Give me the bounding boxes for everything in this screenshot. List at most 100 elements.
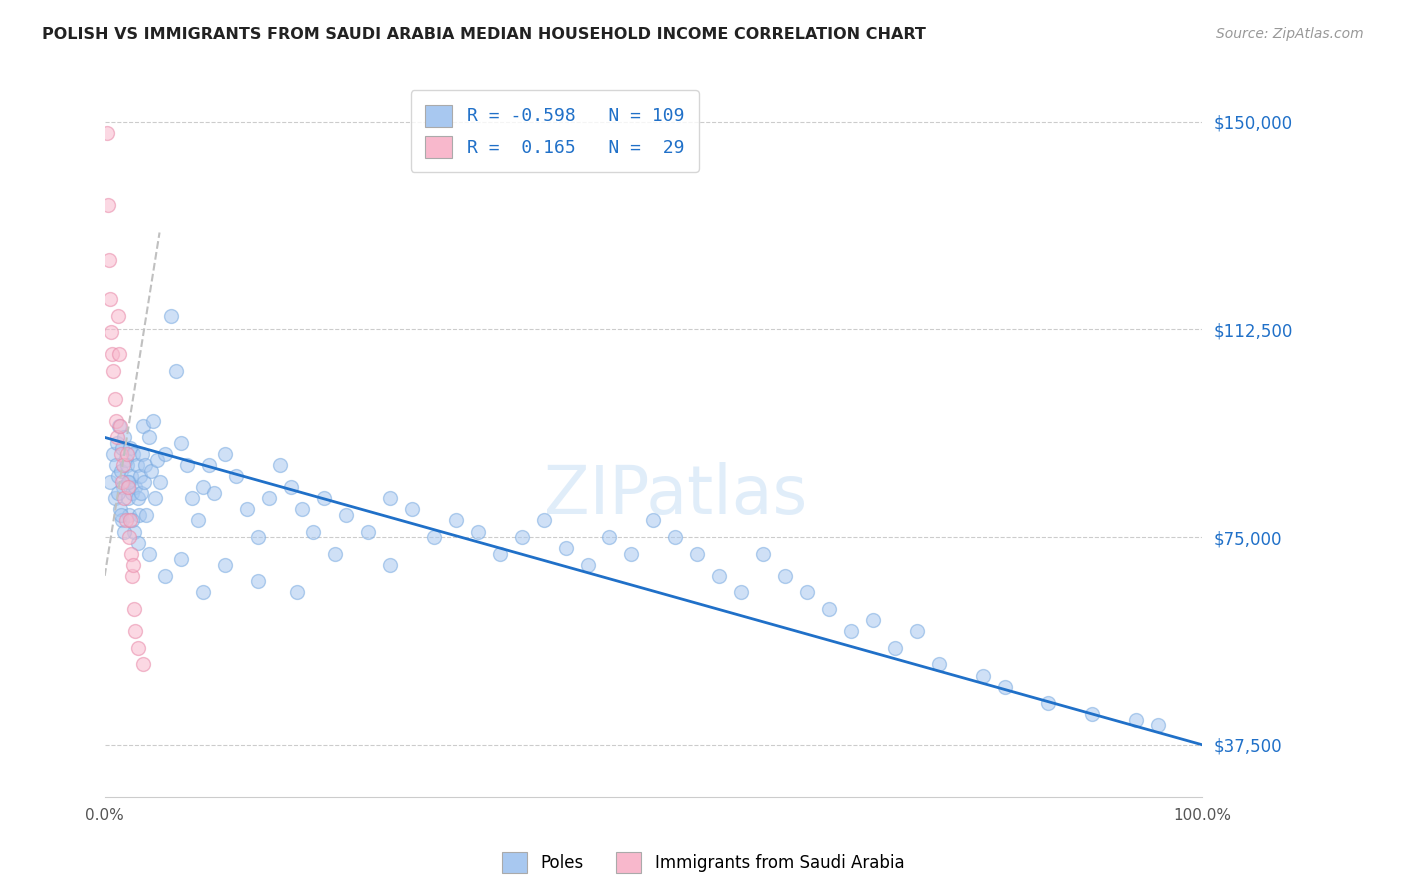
- Point: [730, 585, 752, 599]
- Point: [101, 347, 124, 361]
- Point: [108, 347, 131, 361]
- Point: [125, 458, 148, 472]
- Point: [112, 491, 135, 506]
- Point: [576, 558, 599, 572]
- Point: [193, 480, 215, 494]
- Point: [108, 502, 131, 516]
- Point: [269, 458, 291, 472]
- Point: [176, 458, 198, 472]
- Point: [752, 547, 775, 561]
- Point: [134, 458, 156, 472]
- Point: [98, 292, 121, 306]
- Point: [193, 585, 215, 599]
- Point: [247, 574, 270, 589]
- Point: [993, 680, 1015, 694]
- Point: [118, 442, 141, 456]
- Point: [247, 530, 270, 544]
- Point: [105, 430, 128, 444]
- Point: [112, 458, 135, 472]
- Point: [118, 475, 141, 489]
- Point: [280, 480, 302, 494]
- Point: [302, 524, 325, 539]
- Point: [818, 602, 841, 616]
- Point: [236, 502, 259, 516]
- Point: [127, 535, 149, 549]
- Point: [117, 491, 139, 506]
- Point: [135, 508, 157, 522]
- Point: [686, 547, 709, 561]
- Point: [285, 585, 308, 599]
- Point: [112, 524, 135, 539]
- Point: [124, 524, 146, 539]
- Point: [96, 126, 118, 140]
- Point: [115, 447, 138, 461]
- Point: [98, 253, 121, 268]
- Point: [124, 602, 146, 616]
- Point: [118, 530, 141, 544]
- Point: [121, 485, 143, 500]
- Point: [1147, 718, 1170, 732]
- Point: [110, 447, 132, 461]
- Point: [120, 469, 142, 483]
- Point: [112, 430, 135, 444]
- Point: [111, 442, 134, 456]
- Point: [108, 419, 131, 434]
- Point: [111, 513, 134, 527]
- Point: [187, 513, 209, 527]
- Point: [153, 447, 176, 461]
- Point: [972, 668, 994, 682]
- Point: [97, 198, 120, 212]
- Point: [110, 464, 132, 478]
- Point: [153, 569, 176, 583]
- Point: [118, 513, 141, 527]
- Point: [122, 447, 145, 461]
- Point: [291, 502, 314, 516]
- Point: [444, 513, 467, 527]
- Point: [98, 475, 121, 489]
- Point: [314, 491, 336, 506]
- Point: [132, 419, 155, 434]
- Point: [1125, 713, 1147, 727]
- Point: [129, 485, 152, 500]
- Point: [103, 491, 125, 506]
- Point: [146, 452, 169, 467]
- Point: [112, 480, 135, 494]
- Point: [108, 419, 131, 434]
- Point: [142, 414, 165, 428]
- Point: [115, 458, 138, 472]
- Point: [170, 552, 193, 566]
- Point: [100, 325, 122, 339]
- Point: [103, 392, 125, 406]
- Point: [138, 547, 160, 561]
- Point: [323, 547, 346, 561]
- Point: [773, 569, 796, 583]
- Point: [378, 491, 401, 506]
- Point: [1081, 707, 1104, 722]
- Text: Source: ZipAtlas.com: Source: ZipAtlas.com: [1216, 27, 1364, 41]
- Point: [104, 414, 127, 428]
- Legend: R = -0.598   N = 109, R =  0.165   N =  29: R = -0.598 N = 109, R = 0.165 N = 29: [411, 90, 699, 172]
- Point: [170, 436, 193, 450]
- Point: [225, 469, 247, 483]
- Point: [883, 640, 905, 655]
- Point: [664, 530, 686, 544]
- Point: [510, 530, 533, 544]
- Legend: Poles, Immigrants from Saudi Arabia: Poles, Immigrants from Saudi Arabia: [495, 846, 911, 880]
- Point: [401, 502, 423, 516]
- Point: [139, 464, 162, 478]
- Point: [598, 530, 620, 544]
- Point: [181, 491, 204, 506]
- Point: [709, 569, 731, 583]
- Point: [121, 569, 143, 583]
- Point: [214, 558, 236, 572]
- Point: [905, 624, 928, 639]
- Point: [103, 364, 125, 378]
- Point: [117, 475, 139, 489]
- Point: [357, 524, 380, 539]
- Point: [148, 475, 170, 489]
- Point: [114, 452, 136, 467]
- Point: [132, 657, 155, 672]
- Point: [554, 541, 576, 556]
- Point: [214, 447, 236, 461]
- Point: [120, 547, 142, 561]
